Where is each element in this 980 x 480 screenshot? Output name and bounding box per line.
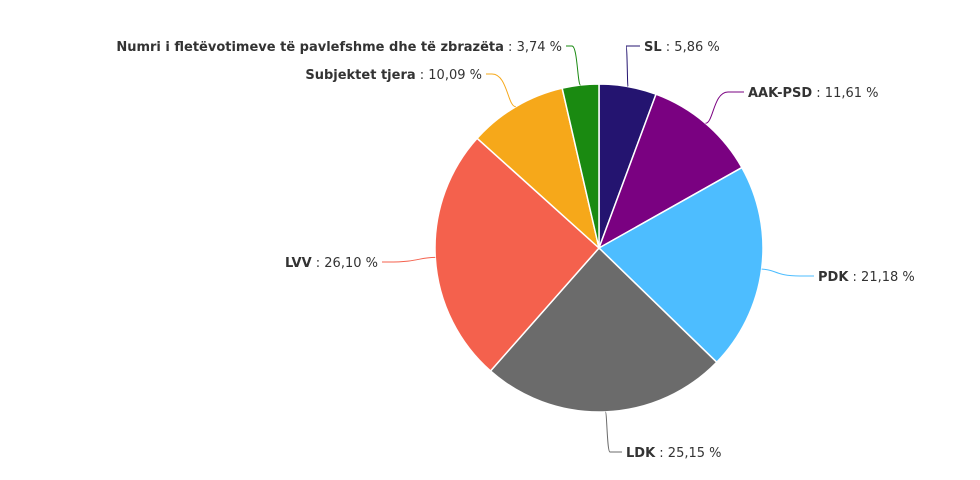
connector-subjektet-tjera xyxy=(486,73,517,108)
label-name: PDK xyxy=(818,270,849,285)
data-label-aak-psd: AAK-PSD : 11,61 % xyxy=(748,86,879,101)
data-label-sl: SL : 5,86 % xyxy=(644,40,720,55)
label-value: : 10,09 % xyxy=(416,68,482,83)
pie-slice-aak-psd[interactable] xyxy=(598,93,743,249)
label-value: : 25,15 % xyxy=(655,446,721,461)
data-label-ldk: LDK : 25,15 % xyxy=(626,446,722,461)
label-name: LDK xyxy=(626,446,656,461)
connector-pdk xyxy=(761,268,814,277)
slice-labels: SL : 5,86 % AAK-PSD : 11,61 % PDK : 21,18 … xyxy=(116,40,914,461)
label-name: Numri i fletëvotimeve të pavlefshme dhe … xyxy=(116,40,504,55)
pie-slices xyxy=(434,83,764,413)
connector-aak-psd xyxy=(705,91,744,124)
label-connectors xyxy=(382,45,814,453)
pie-slice-lvv[interactable] xyxy=(434,137,600,372)
data-label-pdk: PDK : 21,18 % xyxy=(818,270,915,285)
label-name: SL xyxy=(644,40,662,55)
label-name: Subjektet tjera xyxy=(305,68,415,83)
data-label-subjektet-tjera: Subjektet tjera : 10,09 % xyxy=(305,68,482,83)
data-label-numri-i-fletevotimeve-te-pavlefshme-dhe-te-zbrazeta: Numri i fletëvotimeve të pavlefshme dhe … xyxy=(116,40,562,55)
connector-numri-i-fletevotimeve-te-pavlefshme-dhe-te-zbrazeta xyxy=(566,45,581,86)
label-value: : 11,61 % xyxy=(812,86,878,101)
connector-sl xyxy=(625,45,640,88)
pie-slice-ldk[interactable] xyxy=(489,247,718,413)
label-value: : 26,10 % xyxy=(312,256,378,271)
label-name: AAK-PSD xyxy=(748,86,812,101)
label-name: LVV xyxy=(285,256,312,271)
connector-lvv xyxy=(382,256,436,263)
data-label-lvv: LVV : 26,10 % xyxy=(285,256,378,271)
connector-ldk xyxy=(604,411,622,453)
label-value: : 3,74 % xyxy=(504,40,562,55)
label-value: : 5,86 % xyxy=(662,40,720,55)
label-value: : 21,18 % xyxy=(848,270,914,285)
